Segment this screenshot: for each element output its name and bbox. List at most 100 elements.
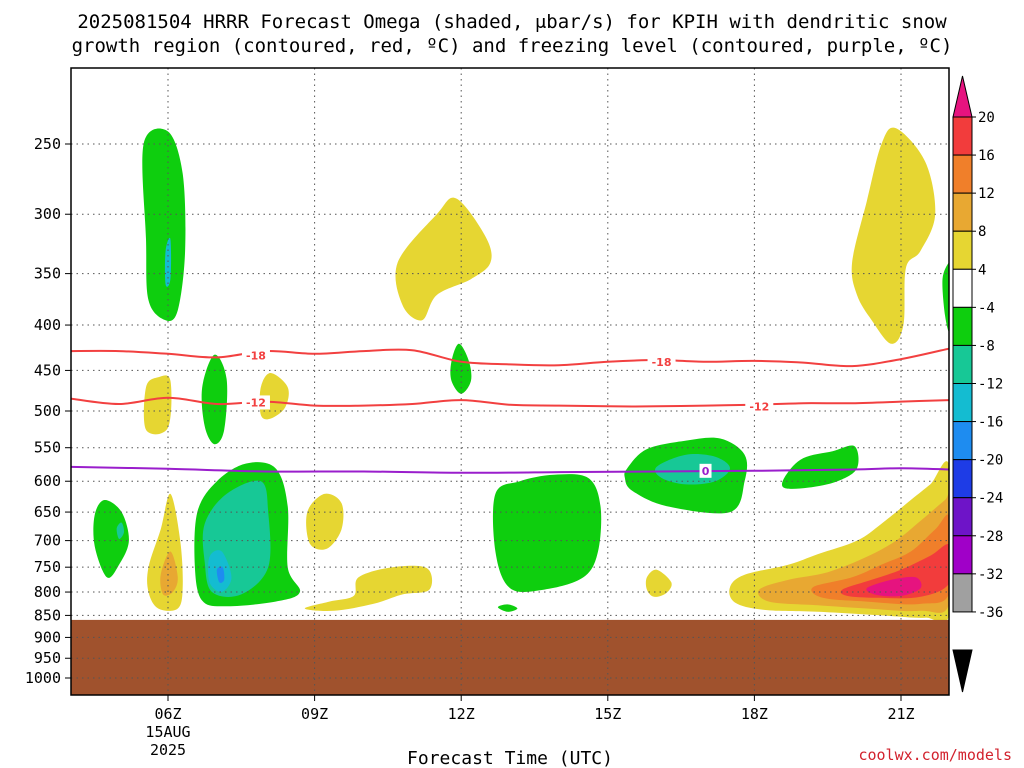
colorbar-label: -32: [978, 567, 1003, 583]
contour-line-0: [71, 465, 949, 474]
colorbar-swatch: [952, 268, 973, 308]
omega-region: [866, 576, 922, 597]
omega-region: [216, 566, 225, 583]
colorbar-swatch: [952, 306, 973, 346]
contour-label-bg: [647, 354, 676, 369]
y-tick-label: 350: [34, 265, 61, 283]
colorbar-swatch: [952, 192, 973, 232]
credit-text: coolwx.com/models: [858, 746, 1012, 764]
colorbar-label: -12: [978, 377, 1003, 393]
omega-region: [116, 522, 125, 540]
colorbar-label: -4: [978, 300, 995, 316]
contour-label-bg: [745, 399, 774, 414]
omega-region: [143, 375, 172, 435]
y-tick-label: 400: [34, 316, 61, 334]
contour-label-bg: [699, 463, 712, 478]
contour-line--18: [71, 347, 949, 368]
contour-label: -18: [652, 356, 672, 369]
omega-region: [645, 569, 672, 597]
omega-shaded-regions: [93, 127, 949, 624]
omega-region: [782, 445, 859, 489]
y-tick-label: 300: [34, 205, 61, 223]
y-tick-label: 550: [34, 439, 61, 457]
colorbar-label: 8: [978, 224, 986, 240]
omega-region: [93, 499, 129, 578]
contour-label-bg: [241, 395, 270, 410]
x-axis-label: Forecast Time (UTC): [407, 748, 613, 768]
x-tick-label: 06Z: [154, 705, 181, 723]
y-axis-ticks: 250 300 350 400 450 500 550 600 650 700 750 800 850 9…: [25, 135, 71, 687]
colorbar-swatch: [952, 459, 973, 499]
x-tick-label: 09Z: [301, 705, 328, 723]
colorbar-swatch: [952, 383, 973, 423]
x-tick-date: 15AUG: [145, 723, 190, 741]
contour-label-bg: [241, 348, 270, 363]
colorbar: 20 16 12 8 4 -4 -8 -12 -16 -20 -24 -28 -32 -36: [952, 75, 1003, 693]
omega-region: [942, 262, 949, 333]
x-tick-label: 15Z: [594, 705, 621, 723]
colorbar-label: 20: [978, 110, 995, 126]
y-tick-label: 500: [34, 402, 61, 420]
ground-fill: [71, 619, 949, 695]
colorbar-swatch: [952, 535, 973, 575]
omega-region: [450, 343, 472, 394]
y-tick-label: 800: [34, 583, 61, 601]
omega-region: [160, 551, 178, 596]
colorbar-swatch: [952, 421, 973, 461]
y-tick-label: 650: [34, 503, 61, 521]
colorbar-swatch: [952, 154, 973, 194]
colorbar-bottom-arrow: [952, 649, 973, 693]
omega-region: [164, 237, 172, 287]
colorbar-swatch: [952, 573, 973, 613]
omega-region: [497, 604, 518, 612]
colorbar-label: -16: [978, 415, 1003, 431]
contour-label: -12: [749, 400, 769, 413]
x-tick-year: 2025: [150, 741, 186, 759]
colorbar-label: -28: [978, 529, 1003, 545]
omega-region: [840, 544, 949, 599]
omega-region: [395, 197, 492, 321]
colorbar-swatch: [952, 497, 973, 537]
omega-region: [201, 354, 228, 445]
omega-region: [492, 474, 602, 592]
chart-title-line2: growth region (contoured, red, ºC) and f…: [72, 35, 953, 57]
x-tick-label: 18Z: [741, 705, 768, 723]
y-tick-label: 250: [34, 135, 61, 153]
y-tick-label: 450: [34, 361, 61, 379]
plot-frame: [70, 67, 950, 696]
colorbar-label: -36: [978, 605, 1003, 621]
colorbar-swatch: [952, 230, 973, 270]
colorbar-label: -8: [978, 338, 995, 354]
colorbar-swatch: [952, 116, 973, 156]
y-tick-label: 900: [34, 628, 61, 646]
colorbar-label: 16: [978, 148, 995, 164]
y-tick-label: 950: [34, 649, 61, 667]
colorbar-label: 4: [978, 262, 986, 278]
y-tick-label: 700: [34, 532, 61, 550]
colorbar-label: 12: [978, 186, 995, 202]
contour-label: -18: [246, 350, 266, 363]
x-tick-label: 21Z: [887, 705, 914, 723]
y-tick-label: 600: [34, 472, 61, 490]
x-tick-label: 12Z: [448, 705, 475, 723]
omega-region: [851, 127, 936, 344]
chart-title-line1: 2025081504 HRRR Forecast Omega (shaded, …: [77, 11, 947, 33]
contour-label: 0: [702, 465, 710, 478]
omega-region: [142, 128, 186, 322]
y-tick-label: 1000: [25, 669, 61, 687]
colorbar-swatch: [952, 344, 973, 384]
omega-region: [306, 493, 344, 550]
ground-layer: [71, 619, 949, 695]
contour-line--12: [71, 396, 949, 408]
omega-region: [304, 565, 433, 612]
y-tick-label: 750: [34, 558, 61, 576]
contour-labels: -18 -12 -18 -12 0: [241, 348, 774, 478]
contour-label: -12: [246, 396, 266, 409]
temperature-contours: [71, 347, 949, 474]
y-tick-label: 850: [34, 606, 61, 624]
colorbar-label: -24: [978, 491, 1003, 507]
grid-lines: [71, 68, 949, 695]
colorbar-top-arrow: [952, 75, 973, 118]
